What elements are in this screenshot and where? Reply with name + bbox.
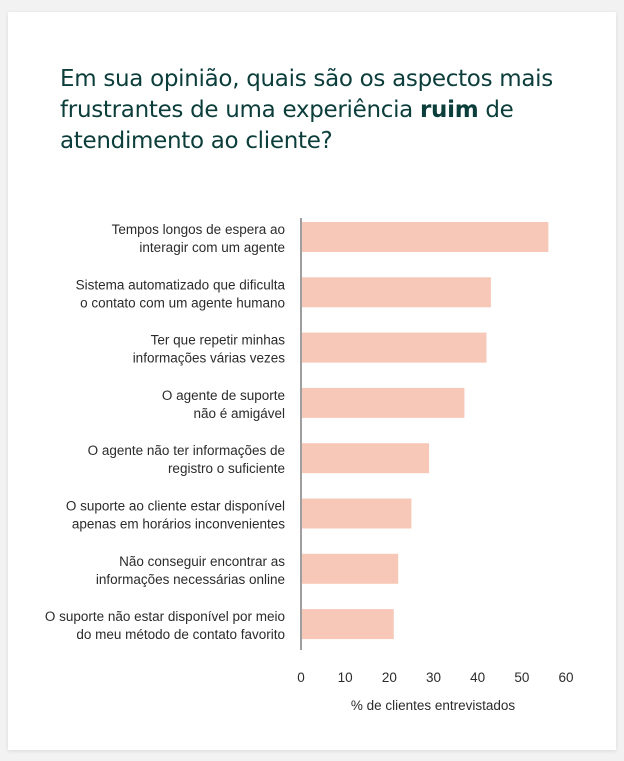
x-tick-label-2: 20 [382,670,397,685]
title-part-2: de atendimento ao cliente? [60,97,514,154]
bar-1 [302,277,491,308]
x-tick-label-0: 0 [297,670,305,685]
x-axis-title: % de clientes entrevistados [351,698,516,713]
category-label-7: O suporte não estar disponível por meio d… [45,609,285,642]
category-label-2: Ter que repetir minhas informações várias… [133,333,286,366]
x-tick-label-3: 30 [426,670,441,685]
title-emphasis: ruim [420,97,479,123]
category-label-4: O agente não ter informações de registro … [88,443,285,476]
x-tick-label-4: 40 [470,670,485,685]
bar-7 [302,609,394,640]
title-part-1: Em sua opinião, quais são os aspectos ma… [60,66,553,123]
x-tick-label-5: 50 [514,670,529,685]
bar-4 [302,443,430,474]
bar-3 [302,387,465,418]
x-tick-label-6: 60 [558,670,573,685]
category-label-6: Não conseguir encontrar as informações ne… [96,554,285,587]
category-label-5: O suporte ao cliente estar disponível ape… [66,499,285,532]
category-label-0: Tempos longos de espera ao interagir com … [112,222,285,255]
category-label-3: O agente de suporte não é amigável [162,388,285,421]
bar-0 [302,222,549,252]
bar-6 [302,553,399,584]
chart-title: Em sua opinião, quais são os aspectos ma… [60,64,600,157]
bar-2 [302,332,487,363]
x-tick-label-1: 10 [338,670,353,685]
bar-5 [302,498,412,529]
category-label-1: Sistema automatizado que dificulta o cont… [76,277,286,310]
